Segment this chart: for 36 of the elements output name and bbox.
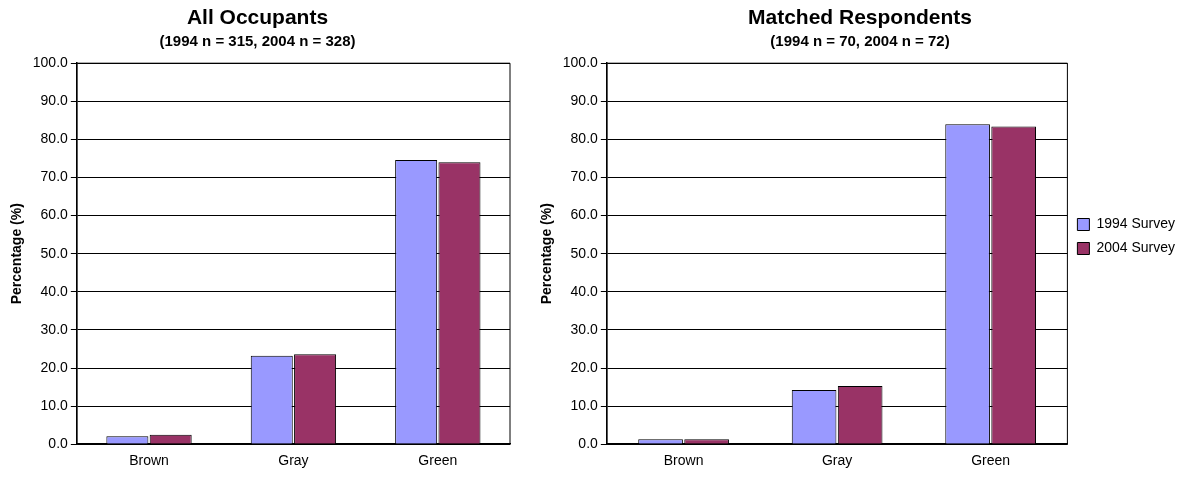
legend-label: 1994 Survey xyxy=(1096,215,1175,232)
chart-title: Matched Respondents xyxy=(747,5,973,29)
chart-subtitle: (1994 n = 70, 2004 n = 72) xyxy=(770,32,950,50)
chart-subtitle: (1994 n = 315, 2004 n = 328) xyxy=(159,32,356,50)
y-tick-label: 30.0 xyxy=(570,320,599,337)
y-tick-label: 20.0 xyxy=(40,358,69,375)
y-tick-label: 100.0 xyxy=(32,54,69,71)
x-tick-label: Gray xyxy=(278,452,309,469)
x-tick-label: Green xyxy=(418,452,458,469)
x-tick-label: Gray xyxy=(821,452,853,469)
y-tick-label: 50.0 xyxy=(570,244,599,261)
y-tick-label: 0.0 xyxy=(48,435,69,452)
y-tick-label: 10.0 xyxy=(40,396,69,413)
y-tick-label: 50.0 xyxy=(40,244,69,261)
y-tick-label: 90.0 xyxy=(570,92,599,109)
y-tick-label: 70.0 xyxy=(40,168,69,185)
y-tick-label: 30.0 xyxy=(40,320,69,337)
x-tick-label: Green xyxy=(971,452,1011,469)
y-axis-title: Percentage (%) xyxy=(8,203,25,305)
x-tick-label: Brown xyxy=(663,452,704,469)
y-tick-label: 80.0 xyxy=(570,130,599,147)
y-tick-label: 0.0 xyxy=(578,435,599,452)
y-tick-label: 100.0 xyxy=(562,54,599,71)
chart-title: All Occupants xyxy=(186,5,329,29)
y-tick-label: 10.0 xyxy=(570,396,599,413)
x-tick-label: Brown xyxy=(129,452,169,469)
y-tick-label: 60.0 xyxy=(40,206,69,223)
y-tick-label: 90.0 xyxy=(40,92,69,109)
y-tick-label: 20.0 xyxy=(570,358,599,375)
y-tick-label: 40.0 xyxy=(570,282,599,299)
y-tick-label: 80.0 xyxy=(40,130,69,147)
y-axis-title: Percentage (%) xyxy=(538,203,555,305)
y-tick-label: 40.0 xyxy=(40,282,69,299)
legend-label: 2004 Survey xyxy=(1096,239,1175,256)
y-tick-label: 70.0 xyxy=(570,168,599,185)
y-tick-label: 60.0 xyxy=(570,206,599,223)
